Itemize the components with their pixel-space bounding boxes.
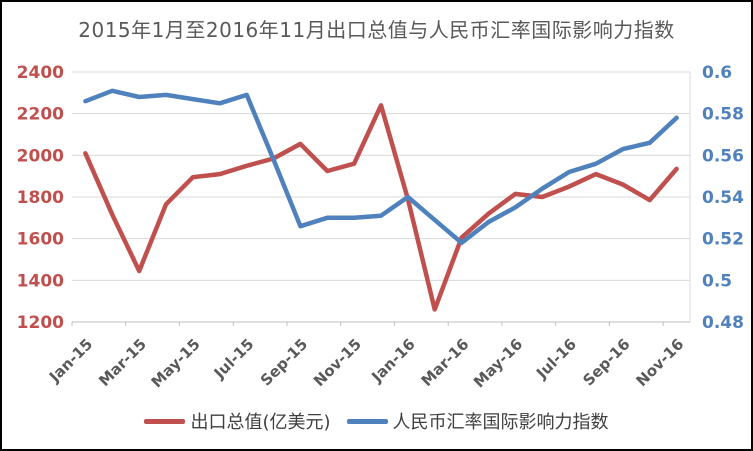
x-axis-label: Jul-16 (532, 335, 580, 383)
x-axis-label: Mar-16 (418, 335, 473, 390)
legend-label-rmb-index: 人民币汇率国际影响力指数 (392, 412, 609, 433)
legend-line-swatch-exports (144, 418, 186, 424)
left-axis-label: 1800 (17, 188, 64, 208)
right-axis-label: 0.6 (702, 63, 732, 83)
left-axis-label: 2200 (17, 105, 64, 125)
x-axis-label: Jul-15 (210, 335, 258, 383)
legend-item-rmb-index: 人民币汇率国际影响力指数 (346, 408, 609, 434)
right-axis-label: 0.48 (702, 313, 744, 333)
x-axis-label: Nov-16 (632, 335, 687, 390)
left-axis-label: 2400 (17, 63, 64, 83)
x-axis-label: Sep-16 (579, 335, 633, 389)
left-axis-label: 2000 (17, 146, 64, 166)
series-line-0 (83, 103, 679, 312)
right-axis-label: 0.58 (702, 105, 744, 125)
legend-label-exports: 出口总值(亿美元) (190, 412, 331, 433)
x-axis-label: May-16 (470, 335, 526, 391)
legend-item-exports: 出口总值(亿美元) (144, 408, 331, 434)
x-axis-label: Sep-15 (257, 335, 311, 389)
left-axis-label: 1400 (17, 271, 64, 291)
x-axis-label: Mar-15 (95, 335, 150, 390)
left-axis-label: 1200 (17, 313, 64, 333)
right-axis-label: 0.5 (702, 271, 732, 291)
right-axis-label: 0.52 (702, 230, 744, 250)
chart-title: 2015年1月至2016年11月出口总值与人民币汇率国际影响力指数 (78, 18, 675, 42)
left-axis-label: 1600 (17, 230, 64, 250)
right-axis-label: 0.56 (702, 146, 744, 166)
right-axis-label: 0.54 (702, 188, 744, 208)
x-axis-label: Nov-15 (310, 335, 365, 390)
x-axis-label: Jan-16 (367, 335, 418, 386)
x-axis-label: May-15 (148, 335, 204, 391)
legend-line-swatch-rmb-index (346, 418, 388, 424)
chart-legend: 出口总值(亿美元) 人民币汇率国际影响力指数 (2, 408, 751, 434)
series-line-1 (83, 88, 679, 246)
x-axis-label: Jan-15 (45, 335, 96, 386)
